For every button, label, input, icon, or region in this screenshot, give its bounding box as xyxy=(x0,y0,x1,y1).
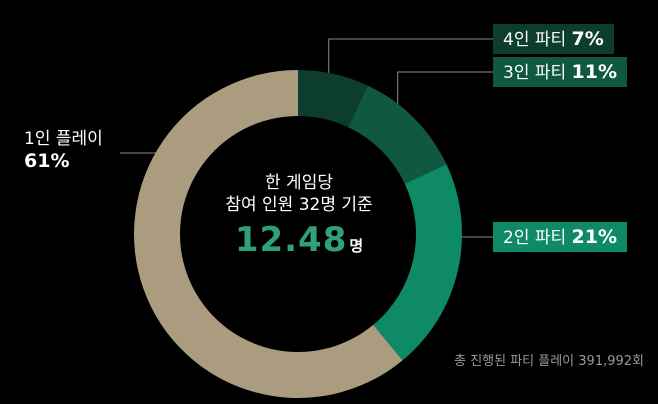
center-unit: 명 xyxy=(349,237,364,255)
donut-slices xyxy=(133,70,463,398)
label-2-value: 21% xyxy=(571,226,618,248)
center-summary: 한 게임당 참여 인원 32명 기준 12.48 명 xyxy=(206,172,392,266)
slice-4-party xyxy=(298,70,368,128)
label-3-value: 11% xyxy=(571,61,618,83)
center-line2: 참여 인원 32명 기준 xyxy=(225,195,373,215)
label-4-value: 7% xyxy=(571,28,604,50)
slice-3-party xyxy=(348,85,447,184)
label-solo-value: 61% xyxy=(24,150,70,172)
footnote: 총 진행된 파티 플레이 391,992회 xyxy=(454,354,644,369)
slice-2-party xyxy=(373,164,463,361)
label-3-party: 3인 파티 11% xyxy=(493,57,628,87)
label-solo-play: 1인 플레이 61% xyxy=(24,128,103,173)
label-solo-name: 1인 플레이 xyxy=(24,129,103,149)
slice-solo-play xyxy=(133,70,403,398)
center-line1: 한 게임당 xyxy=(265,173,333,193)
label-2-party: 2인 파티 21% xyxy=(493,222,628,252)
label-4-name: 4인 파티 xyxy=(503,30,567,50)
center-value: 12.48 xyxy=(234,220,348,260)
label-4-party: 4인 파티 7% xyxy=(493,24,614,54)
label-2-name: 2인 파티 xyxy=(503,228,567,248)
label-3-name: 3인 파티 xyxy=(503,63,567,83)
center-value-row: 12.48 명 xyxy=(206,220,392,266)
